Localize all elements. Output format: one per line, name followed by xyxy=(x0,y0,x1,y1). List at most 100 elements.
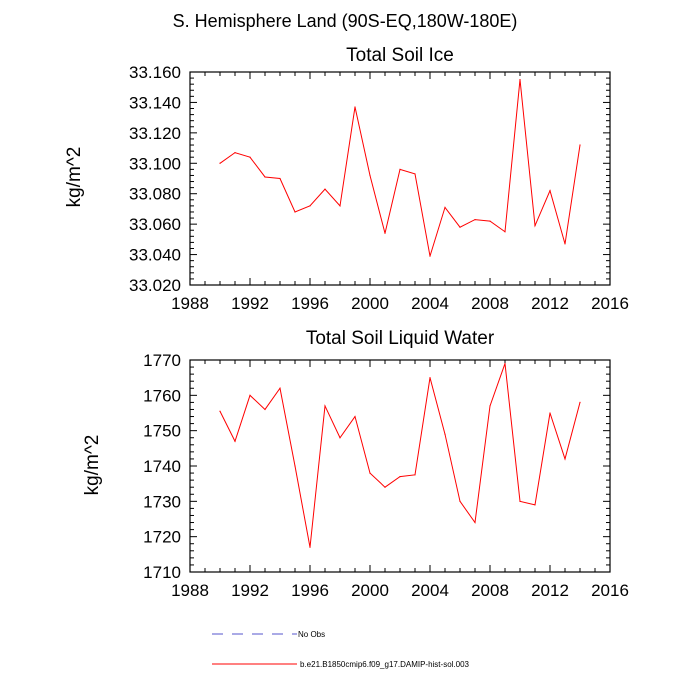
data-point xyxy=(399,168,401,170)
chart-total-soil-ice: Total Soil Ice kg/m^2 1988 1992 1996 2000 20… xyxy=(64,45,629,313)
data-point xyxy=(264,176,266,178)
data-point xyxy=(354,415,356,418)
series-line xyxy=(219,363,581,548)
data-point xyxy=(234,440,236,442)
data-point xyxy=(429,377,431,379)
x-tick-label: 2016 xyxy=(591,294,629,313)
x-tick-label: 1992 xyxy=(231,294,269,313)
data-point xyxy=(339,437,341,439)
data-point xyxy=(444,206,446,209)
x-tick-label: 1996 xyxy=(291,294,329,313)
x-tick-label: 2008 xyxy=(471,581,509,600)
y-tick-label: 1760 xyxy=(143,386,181,405)
y-tick-label: 33.060 xyxy=(129,215,181,234)
data-point xyxy=(504,231,506,233)
data-point xyxy=(384,232,386,234)
figure-supertitle: S. Hemisphere Land (90S-EQ,180W-180E) xyxy=(173,11,518,31)
y-tick-label: 1770 xyxy=(143,351,181,370)
series-line xyxy=(219,79,581,257)
data-point xyxy=(414,474,416,476)
data-point xyxy=(234,152,236,154)
legend-label: b.e21.B1850cmip6.f09_g17.DAMIP-hist-sol.… xyxy=(300,660,470,669)
data-point xyxy=(354,106,356,108)
chart-title: Total Soil Liquid Water xyxy=(306,328,495,349)
y-tick-label: 33.120 xyxy=(129,124,181,143)
y-tick-label: 1740 xyxy=(143,457,181,476)
data-point xyxy=(309,205,311,207)
y-tick-label: 1720 xyxy=(143,528,181,547)
legend-item-no-obs: No Obs xyxy=(212,630,325,639)
data-point xyxy=(279,177,281,180)
x-tick-label: 1988 xyxy=(171,294,209,313)
data-point xyxy=(534,225,536,227)
data-point xyxy=(489,405,491,407)
x-tick-label: 2012 xyxy=(531,581,569,600)
data-point xyxy=(279,387,281,389)
legend: No Obs b.e21.B1850cmip6.f09_g17.DAMIP-hi… xyxy=(212,630,470,669)
y-tick-label: 33.160 xyxy=(129,63,181,82)
data-point xyxy=(369,174,371,177)
x-tick-label: 1996 xyxy=(291,581,329,600)
axis-ticks xyxy=(189,359,611,573)
legend-label: No Obs xyxy=(298,630,325,639)
data-point xyxy=(459,500,461,502)
x-tick-label: 2008 xyxy=(471,294,509,313)
data-point xyxy=(564,243,566,245)
tick-labels: 1988 1992 1996 2000 2004 2008 2012 2016 1710 1720… xyxy=(143,351,629,600)
data-point xyxy=(474,218,476,221)
data-point xyxy=(504,362,506,365)
data-point xyxy=(444,433,446,435)
data-point xyxy=(549,190,551,192)
data-point xyxy=(519,79,521,81)
x-tick-label: 2004 xyxy=(411,294,449,313)
data-line xyxy=(219,362,581,548)
data-point xyxy=(249,156,251,158)
axis-ticks xyxy=(189,71,611,286)
y-axis-label: kg/m^2 xyxy=(64,147,85,208)
data-point xyxy=(474,521,476,524)
x-tick-label: 1988 xyxy=(171,581,209,600)
data-point xyxy=(219,410,221,412)
data-point xyxy=(324,405,326,407)
chart-title: Total Soil Ice xyxy=(346,45,454,66)
y-tick-label: 33.020 xyxy=(129,276,181,295)
data-point xyxy=(294,211,296,213)
data-point xyxy=(459,226,461,228)
y-tick-label: 33.040 xyxy=(129,246,181,265)
data-point xyxy=(564,458,566,460)
data-point xyxy=(519,500,521,502)
data-point xyxy=(579,401,581,403)
x-tick-label: 2000 xyxy=(351,294,389,313)
data-point xyxy=(384,486,386,488)
plot-frame xyxy=(189,359,611,573)
x-tick-label: 2016 xyxy=(591,581,629,600)
y-axis-label: kg/m^2 xyxy=(82,435,103,496)
y-tick-label: 1710 xyxy=(143,563,181,582)
data-point xyxy=(264,408,266,411)
y-tick-label: 33.080 xyxy=(129,185,181,204)
y-tick-label: 33.140 xyxy=(129,93,181,112)
data-line xyxy=(219,79,581,257)
data-point xyxy=(324,188,326,190)
data-point xyxy=(249,394,251,396)
x-tick-label: 2004 xyxy=(411,581,449,600)
y-tick-label: 1750 xyxy=(143,422,181,441)
data-point xyxy=(429,255,431,257)
data-point xyxy=(489,220,491,222)
x-tick-label: 2012 xyxy=(531,294,569,313)
data-point xyxy=(309,546,311,548)
data-point xyxy=(294,465,296,467)
x-tick-label: 2000 xyxy=(351,581,389,600)
data-point xyxy=(549,412,551,414)
data-point xyxy=(399,476,401,478)
x-tick-label: 1992 xyxy=(231,581,269,600)
data-point xyxy=(339,205,341,207)
chart-total-soil-liquid-water: Total Soil Liquid Water kg/m^2 1988 1992 1… xyxy=(82,328,629,600)
data-point xyxy=(414,173,416,175)
data-point xyxy=(369,472,371,474)
legend-item-model: b.e21.B1850cmip6.f09_g17.DAMIP-hist-sol.… xyxy=(212,660,470,669)
data-point xyxy=(534,504,536,506)
data-point xyxy=(579,144,581,146)
plot-frame xyxy=(189,71,611,286)
